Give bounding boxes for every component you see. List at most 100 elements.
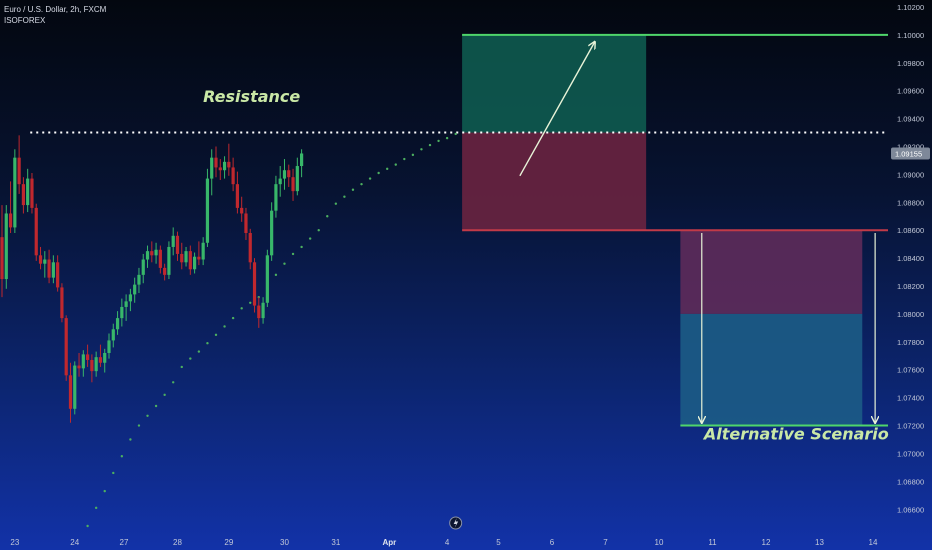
trail-dot — [386, 167, 389, 171]
bear-candle — [175, 235, 180, 254]
bear-candle — [60, 287, 64, 319]
bull-candle — [265, 255, 269, 303]
bear-candle — [64, 318, 68, 376]
trail-dot — [437, 139, 440, 143]
bull-candle — [193, 256, 197, 270]
bull-candle — [270, 210, 274, 256]
bull-candle — [4, 213, 8, 280]
bear-candle — [291, 177, 295, 192]
trail-dot — [257, 295, 260, 299]
bull-candle — [43, 259, 47, 264]
bull-candle — [111, 329, 115, 341]
y-tick-label: 1.09800 — [897, 59, 924, 68]
trail-dot — [300, 245, 303, 249]
chart-title: Euro / U.S. Dollar, 2h, FXCM — [4, 5, 107, 14]
lightning-icon — [453, 518, 459, 528]
alt-lower-zone — [680, 313, 863, 426]
x-tick-label: 31 — [331, 538, 340, 547]
trail-dot — [154, 404, 158, 408]
trail-dot — [454, 132, 457, 136]
bear-candle — [244, 213, 248, 234]
bull-candle — [51, 262, 55, 278]
y-tick-label: 1.07000 — [897, 449, 924, 458]
bear-candle — [231, 167, 235, 185]
y-tick-label: 1.09400 — [897, 115, 924, 124]
trail-dot — [189, 357, 192, 360]
y-tick-label: 1.09600 — [897, 87, 924, 96]
y-tick-label: 1.10000 — [897, 31, 924, 40]
trail-dot — [394, 163, 397, 166]
bear-candle — [0, 237, 4, 280]
y-tick-label: 1.06600 — [897, 505, 924, 514]
bear-candle — [34, 207, 38, 256]
breakout-zone — [462, 132, 647, 231]
bear-candle — [214, 157, 218, 168]
trail-dot — [180, 365, 183, 369]
y-tick-label: 1.06800 — [897, 477, 924, 486]
y-tick-label: 1.07600 — [897, 366, 924, 375]
bear-candle — [218, 167, 222, 171]
x-tick-label: 14 — [869, 538, 878, 547]
trail-dot — [403, 157, 406, 161]
bull-candle — [167, 246, 171, 275]
bear-candle — [86, 354, 90, 360]
bull-candle — [133, 284, 137, 295]
trail-dot — [360, 182, 363, 186]
trail-dot — [326, 215, 329, 218]
bull-candle — [171, 235, 175, 247]
bull-candle — [137, 274, 141, 285]
trail-dot — [334, 202, 338, 205]
bear-candle — [163, 267, 167, 275]
bear-candle — [30, 178, 34, 208]
bear-candle — [68, 375, 73, 409]
bear-candle — [150, 251, 154, 256]
trail-dot — [86, 524, 89, 528]
y-tick-label: 1.08600 — [897, 226, 924, 235]
bear-candle — [252, 262, 257, 306]
trail-dot — [249, 301, 252, 304]
x-tick-label: 27 — [120, 538, 129, 547]
y-tick-label: 1.10200 — [897, 3, 924, 12]
trail-dot — [283, 262, 286, 265]
trail-dot — [103, 489, 106, 493]
trail-dot — [308, 237, 312, 240]
bull-candle — [141, 259, 145, 275]
bull-candle — [222, 161, 227, 171]
current-price-label: 1.09155 — [895, 149, 922, 158]
trail-dot — [317, 229, 320, 232]
bull-candle — [120, 306, 124, 319]
x-tick-label: 28 — [173, 538, 182, 547]
bull-candle — [184, 251, 188, 263]
y-tick-label: 1.07200 — [897, 422, 924, 431]
bull-candle — [201, 242, 205, 260]
trail-dot — [214, 333, 218, 337]
bull-candle — [300, 153, 304, 167]
bear-candle — [56, 262, 60, 288]
x-tick-label: 5 — [496, 538, 501, 547]
trail-dot — [420, 148, 423, 151]
bear-candle — [77, 365, 81, 369]
trail-dot — [94, 506, 98, 510]
bull-candle — [205, 178, 210, 243]
target-profit-zone — [462, 34, 647, 133]
alt-upper-zone — [680, 230, 863, 314]
y-tick-label: 1.08200 — [897, 282, 924, 291]
trail-dot — [428, 143, 432, 147]
trail-dot — [240, 307, 243, 310]
bear-candle — [8, 213, 13, 228]
x-tick-label: 10 — [655, 538, 664, 547]
x-tick-label: 24 — [70, 538, 79, 547]
bull-candle — [128, 294, 132, 302]
bear-candle — [17, 157, 21, 185]
trail-dot — [172, 381, 175, 384]
y-tick-label: 1.08000 — [897, 310, 924, 319]
bull-candle — [73, 365, 77, 409]
x-tick-label: 11 — [708, 538, 717, 547]
trail-dot — [197, 350, 201, 353]
trail-dot — [291, 252, 295, 256]
y-tick-label: 1.07400 — [897, 394, 924, 403]
bull-candle — [81, 354, 85, 369]
bear-candle — [287, 170, 291, 178]
y-tick-label: 1.09000 — [897, 170, 924, 179]
x-tick-label: 12 — [762, 538, 771, 547]
